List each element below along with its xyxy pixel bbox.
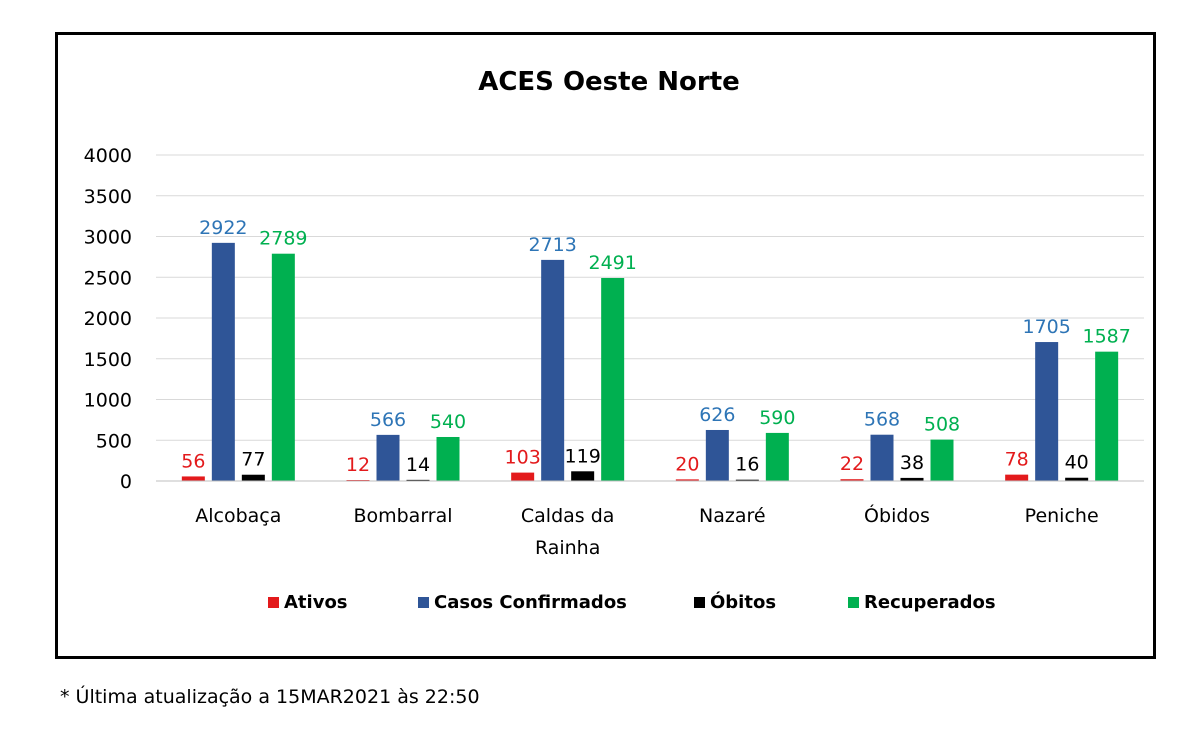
bar <box>181 476 205 481</box>
legend-label: Óbitos <box>710 591 776 613</box>
bar <box>1095 351 1119 481</box>
data-label: 40 <box>1065 452 1089 474</box>
legend-label: Casos Confirmados <box>434 592 627 613</box>
legend: Ativos Casos Confirmados Óbitos Recuperados <box>268 591 996 613</box>
bar <box>271 253 295 481</box>
bar <box>735 479 759 481</box>
y-tick-label: 2500 <box>84 267 132 289</box>
legend-swatch <box>694 597 705 608</box>
bar <box>675 479 699 481</box>
data-label: 568 <box>864 409 900 431</box>
data-label: 508 <box>924 414 960 436</box>
y-tick-label: 500 <box>96 430 132 452</box>
data-label: 566 <box>370 409 406 431</box>
bar <box>211 242 235 481</box>
legend-swatch <box>418 597 429 608</box>
bar <box>1005 474 1029 481</box>
footnote: * Última atualização a 15MAR2021 às 22:5… <box>60 686 480 708</box>
category-label: Bombarral <box>353 505 452 527</box>
legend-label: Recuperados <box>864 592 996 613</box>
data-label: 16 <box>735 454 759 476</box>
legend-label: Ativos <box>284 592 348 613</box>
bar <box>436 436 460 481</box>
bar <box>376 434 400 481</box>
data-label: 1705 <box>1022 316 1070 338</box>
y-tick-label: 1000 <box>84 390 132 412</box>
data-label: 20 <box>675 453 699 475</box>
bar <box>765 432 789 481</box>
data-label: 2922 <box>199 217 247 239</box>
bar <box>1035 342 1059 481</box>
data-label: 2713 <box>528 234 576 256</box>
category-label: Rainha <box>535 537 600 559</box>
data-label: 626 <box>699 404 735 426</box>
bar <box>601 277 625 481</box>
legend-swatch <box>268 597 279 608</box>
data-label: 56 <box>181 450 205 472</box>
category-label: Óbidos <box>864 503 930 527</box>
data-label: 1587 <box>1082 326 1130 348</box>
chart-title: ACES Oeste Norte <box>478 67 740 97</box>
bar <box>705 429 729 481</box>
bar <box>870 434 894 481</box>
y-tick-label: 4000 <box>84 145 132 167</box>
data-label: 103 <box>505 447 541 469</box>
bar <box>840 479 864 481</box>
data-label: 12 <box>346 454 370 476</box>
category-label: Alcobaça <box>195 505 281 527</box>
bar <box>511 472 535 481</box>
y-tick-label: 3500 <box>84 186 132 208</box>
data-label: 590 <box>759 407 795 429</box>
data-label: 119 <box>565 445 601 467</box>
data-label: 78 <box>1005 449 1029 471</box>
data-label: 2789 <box>259 228 307 250</box>
chart-frame: ACES Oeste Norte 56 2922 77 2789 12 566 14 540 1… <box>55 32 1156 659</box>
data-label: 14 <box>406 454 430 476</box>
bar <box>900 477 924 481</box>
y-tick-label: 0 <box>120 471 132 493</box>
legend-swatch <box>848 597 859 608</box>
bar <box>571 471 595 481</box>
data-label: 77 <box>241 449 265 471</box>
y-tick-label: 2000 <box>84 308 132 330</box>
gridlines <box>156 154 1144 441</box>
bar <box>1065 477 1089 481</box>
data-label: 540 <box>430 411 466 433</box>
category-label: Caldas da <box>521 505 615 527</box>
bar <box>930 439 954 481</box>
bar <box>541 259 565 481</box>
bar <box>241 474 265 481</box>
data-label: 2491 <box>588 252 636 274</box>
axes: 0 500 1000 1500 2000 2500 3000 3500 4000 Alcobaça… <box>84 145 1144 559</box>
y-tick-label: 1500 <box>84 349 132 371</box>
data-label: 22 <box>840 453 864 475</box>
category-label: Peniche <box>1025 505 1099 527</box>
category-label: Nazaré <box>699 505 766 527</box>
bar <box>406 479 430 481</box>
y-tick-label: 3000 <box>84 227 132 249</box>
data-label: 38 <box>900 452 924 474</box>
bars <box>181 242 1119 481</box>
